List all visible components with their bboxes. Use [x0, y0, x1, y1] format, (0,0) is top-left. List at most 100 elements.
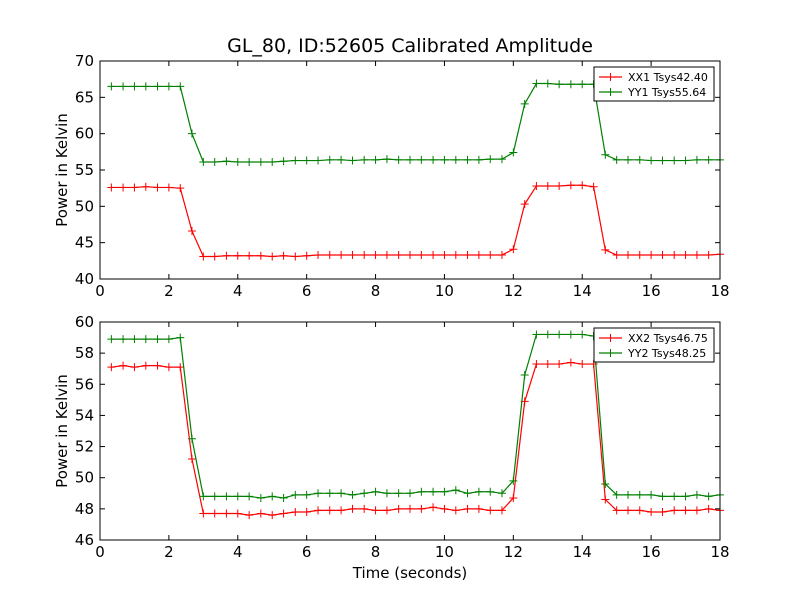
data-point-marker — [141, 82, 150, 91]
data-point-marker — [681, 251, 690, 260]
data-point-marker — [256, 509, 265, 518]
data-point-marker — [130, 363, 139, 372]
data-point-marker — [279, 251, 288, 260]
data-point-marker — [647, 156, 656, 165]
data-point-marker — [291, 252, 300, 261]
data-point-marker — [199, 509, 208, 518]
data-point-marker — [658, 507, 667, 516]
data-point-marker — [601, 479, 610, 488]
data-point-marker — [670, 156, 679, 165]
data-point-marker — [406, 504, 414, 513]
data-point-marker — [164, 363, 173, 372]
data-point-marker — [681, 506, 690, 515]
data-point-marker — [704, 492, 713, 501]
data-point-marker — [245, 251, 254, 260]
data-point-marker — [658, 251, 667, 260]
data-point-marker — [382, 155, 391, 164]
x-axis-label: Time (seconds) — [352, 564, 468, 582]
data-point-marker — [406, 155, 414, 164]
data-point-marker — [371, 251, 380, 260]
data-point-marker — [371, 487, 380, 496]
x-tick-label: 0 — [95, 282, 105, 300]
data-point-marker — [107, 335, 116, 344]
data-point-marker — [474, 155, 483, 164]
data-point-marker — [463, 251, 472, 260]
data-point-marker — [119, 82, 128, 91]
y-tick-label: 65 — [75, 88, 94, 106]
data-point-marker — [463, 155, 472, 164]
legend-box — [593, 66, 715, 102]
data-point-marker — [245, 511, 254, 520]
data-point-marker — [153, 361, 162, 370]
data-point-marker — [417, 487, 426, 496]
data-point-marker — [429, 503, 438, 512]
y-tick-label: 50 — [75, 197, 94, 215]
data-point-marker — [268, 252, 277, 261]
x-tick-label: 16 — [642, 282, 661, 300]
x-tick-label: 18 — [710, 543, 729, 561]
data-point-marker — [291, 490, 300, 499]
data-point-marker — [566, 80, 575, 89]
data-point-marker — [681, 156, 690, 165]
data-point-marker — [417, 155, 426, 164]
data-point-marker — [520, 99, 529, 108]
x-tick-label: 6 — [302, 282, 312, 300]
data-point-marker — [532, 360, 541, 369]
y-tick-label: 40 — [75, 270, 94, 288]
data-point-marker — [704, 155, 713, 164]
data-point-marker — [210, 252, 219, 261]
data-point-marker — [222, 492, 231, 501]
y-axis-label: Power in Kelvin — [53, 374, 71, 488]
data-point-marker — [153, 335, 162, 344]
data-point-marker — [497, 506, 506, 515]
data-point-marker — [532, 181, 541, 190]
data-point-marker — [141, 335, 150, 344]
data-point-marker — [337, 155, 346, 164]
data-point-marker — [601, 150, 610, 159]
data-point-marker — [635, 490, 644, 499]
data-point-marker — [624, 490, 633, 499]
x-tick-label: 8 — [371, 282, 381, 300]
data-point-marker — [463, 504, 472, 513]
data-point-marker — [302, 156, 311, 165]
data-point-marker — [509, 493, 518, 502]
data-point-marker — [509, 476, 518, 485]
x-tick-label: 10 — [435, 543, 454, 561]
data-point-marker — [222, 251, 231, 260]
data-point-marker — [704, 251, 713, 260]
plot-frame — [99, 321, 721, 541]
data-point-marker — [451, 155, 460, 164]
y-tick-label: 46 — [75, 531, 94, 549]
data-point-marker — [360, 155, 369, 164]
data-point-marker — [291, 156, 300, 165]
data-point-marker — [119, 335, 128, 344]
data-point-marker — [176, 333, 185, 342]
data-point-marker — [325, 489, 334, 498]
data-point-marker — [348, 251, 357, 260]
data-point-marker — [119, 183, 128, 192]
data-point-marker — [360, 504, 369, 513]
data-point-marker — [268, 511, 277, 520]
data-point-marker — [647, 490, 656, 499]
data-point-marker — [337, 489, 346, 498]
data-point-marker — [520, 200, 529, 209]
data-point-marker — [440, 155, 449, 164]
data-point-marker — [543, 79, 552, 88]
data-point-marker — [199, 252, 208, 261]
data-point-marker — [692, 251, 701, 260]
data-point-marker — [210, 509, 219, 518]
x-tick-label: 8 — [371, 543, 381, 561]
data-point-marker — [486, 155, 495, 164]
data-point-marker — [337, 506, 346, 515]
data-point-marker — [360, 489, 369, 498]
data-point-marker — [555, 360, 564, 369]
data-point-marker — [578, 360, 587, 369]
data-point-marker — [474, 251, 483, 260]
y-tick-label: 60 — [75, 125, 94, 143]
top-panel: 0 2 4 6 8 10 12 14 16 18 40 45 50 55 60 65 70 Power in Ke… — [53, 52, 730, 300]
data-point-marker — [440, 251, 449, 260]
legend: XX1 Tsys42.40 YY1 Tsys55.64 — [593, 66, 715, 102]
data-point-marker — [348, 156, 357, 165]
data-point-marker — [474, 487, 483, 496]
data-point-marker — [164, 335, 173, 344]
